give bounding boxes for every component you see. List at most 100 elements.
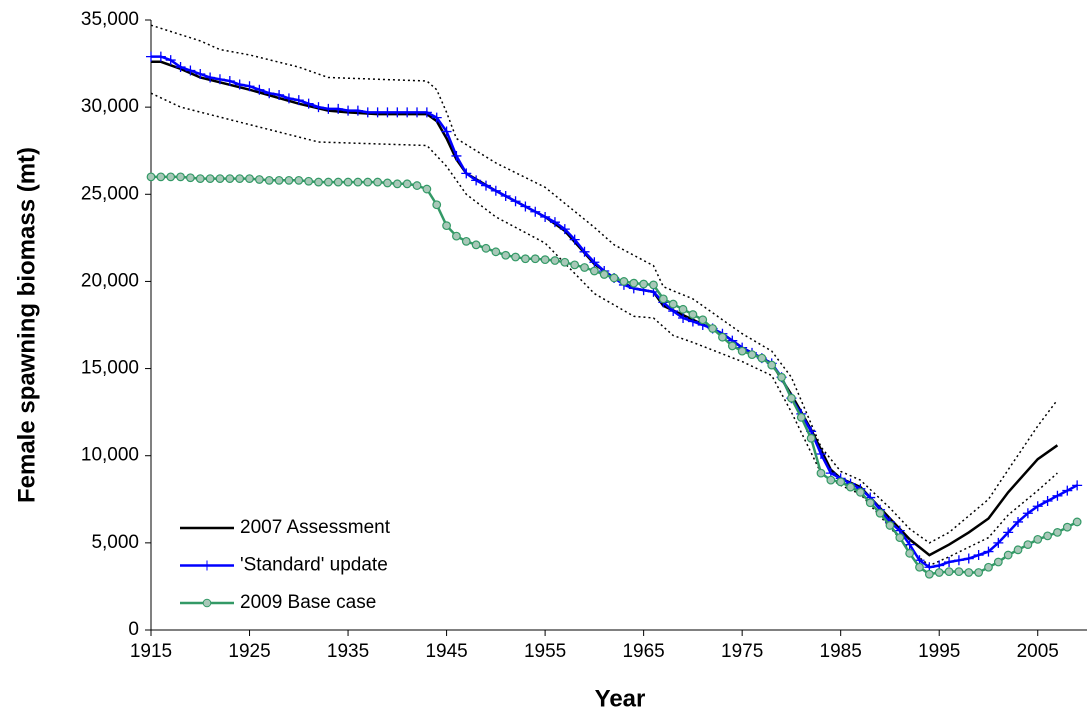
marker: [452, 231, 461, 241]
marker: [530, 254, 540, 264]
marker: [205, 174, 215, 184]
marker: [984, 562, 993, 572]
marker: [944, 567, 954, 577]
marker: [589, 266, 599, 276]
marker: [678, 313, 689, 324]
marker: [668, 299, 678, 309]
marker: [362, 107, 373, 118]
marker: [304, 176, 314, 186]
marker: [708, 324, 717, 333]
marker: [747, 350, 757, 360]
marker: [658, 294, 668, 304]
marker: [550, 256, 560, 265]
marker: [303, 98, 314, 109]
marker: [175, 62, 186, 73]
marker: [796, 412, 806, 422]
marker: [442, 221, 451, 231]
marker: [274, 89, 285, 100]
marker: [865, 498, 875, 508]
marker: [806, 433, 816, 443]
marker: [737, 346, 747, 356]
marker: [471, 240, 481, 250]
legend-marker: [202, 598, 212, 608]
marker: [500, 191, 511, 202]
marker: [718, 332, 727, 342]
x-tick-label: 1935: [327, 641, 369, 662]
series-line: [151, 175, 1078, 576]
series-line: [150, 24, 1058, 544]
x-tick-label: 1925: [228, 641, 270, 662]
legend-marker: [202, 560, 212, 571]
marker: [1023, 540, 1033, 549]
marker: [904, 539, 915, 550]
marker: [224, 76, 235, 86]
marker: [185, 65, 196, 76]
marker: [1042, 496, 1053, 507]
y-tick-label: 15,000: [81, 358, 139, 379]
marker: [274, 175, 284, 185]
marker: [353, 177, 363, 187]
marker: [836, 477, 846, 487]
marker: [540, 255, 550, 265]
marker: [284, 175, 294, 185]
marker: [1052, 490, 1063, 501]
marker: [431, 112, 442, 123]
marker: [521, 254, 530, 264]
marker: [815, 448, 826, 459]
marker: [974, 568, 984, 577]
marker: [490, 185, 501, 196]
marker: [540, 211, 551, 222]
marker: [569, 234, 580, 245]
marker: [195, 69, 206, 80]
marker: [451, 150, 462, 161]
marker: [905, 548, 915, 558]
marker: [461, 168, 472, 179]
x-tick-label: 1975: [721, 641, 763, 662]
marker: [619, 277, 629, 286]
marker: [963, 553, 974, 564]
marker: [639, 279, 649, 289]
marker: [244, 81, 255, 92]
marker: [560, 257, 570, 267]
marker: [333, 103, 344, 114]
marker: [688, 310, 698, 319]
marker: [481, 243, 491, 253]
marker: [156, 172, 166, 182]
legend-label: 2007 Assessment: [240, 517, 391, 538]
marker: [678, 304, 688, 314]
marker: [225, 174, 235, 184]
marker: [727, 341, 737, 351]
marker: [944, 557, 955, 568]
marker: [176, 172, 185, 182]
marker: [235, 174, 245, 184]
series-line: [150, 92, 1058, 567]
marker: [293, 95, 304, 106]
marker: [314, 177, 323, 187]
y-tick-label: 20,000: [81, 270, 139, 291]
x-tick-label: 2005: [1017, 641, 1059, 662]
marker: [570, 260, 580, 270]
marker: [234, 79, 245, 90]
marker: [363, 177, 373, 187]
marker: [471, 175, 482, 186]
marker: [1033, 534, 1043, 544]
marker: [1013, 516, 1024, 527]
marker: [195, 174, 205, 184]
marker: [816, 468, 826, 478]
marker: [402, 107, 413, 118]
marker: [609, 273, 619, 283]
marker: [787, 393, 796, 403]
marker: [599, 270, 609, 279]
x-tick-label: 1985: [820, 641, 862, 662]
marker: [1062, 485, 1073, 496]
marker: [352, 105, 363, 116]
marker: [501, 250, 511, 260]
marker: [264, 88, 275, 99]
marker: [412, 107, 423, 118]
marker: [313, 102, 324, 113]
marker: [885, 521, 895, 530]
x-tick-label: 1945: [425, 641, 467, 662]
marker: [875, 508, 885, 518]
marker: [412, 181, 422, 190]
marker: [579, 246, 590, 257]
